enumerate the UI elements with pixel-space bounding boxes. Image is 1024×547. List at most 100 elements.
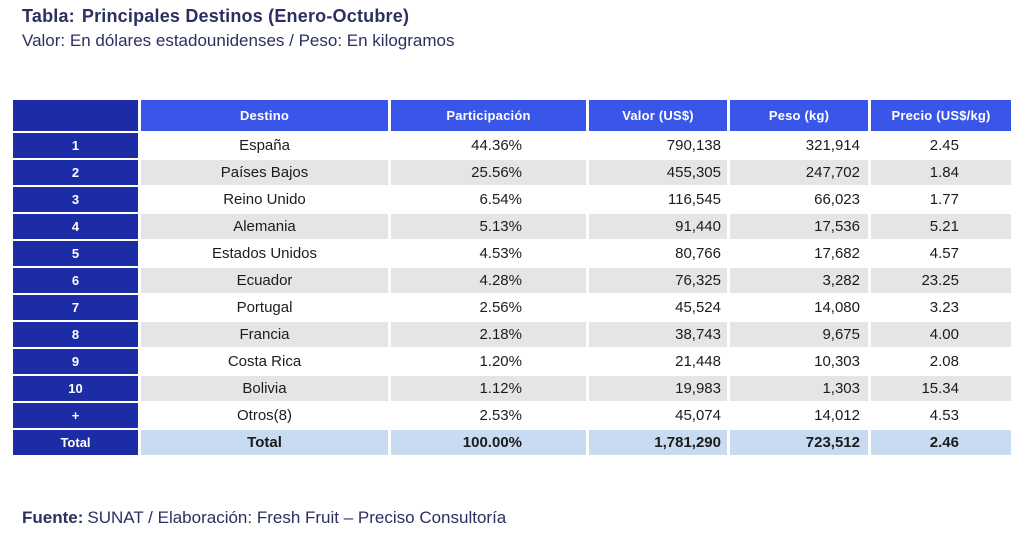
cell-valor: 21,448 [589, 349, 727, 374]
cell-valor: 45,074 [589, 403, 727, 428]
title-label: Tabla: [22, 6, 75, 26]
cell-rank: 4 [13, 214, 138, 239]
cell-participacion: 1.12% [391, 376, 586, 401]
cell-rank: 5 [13, 241, 138, 266]
cell-participacion: 6.54% [391, 187, 586, 212]
cell-destino: Total [141, 430, 388, 455]
col-header-participacion: Participación [391, 100, 586, 131]
cell-peso: 321,914 [730, 133, 868, 158]
page-subtitle: Valor: En dólares estadounidenses / Peso… [22, 31, 455, 50]
cell-rank: 6 [13, 268, 138, 293]
cell-valor: 1,781,290 [589, 430, 727, 455]
source-label: Fuente: [22, 508, 84, 527]
cell-destino: España [141, 133, 388, 158]
cell-peso: 1,303 [730, 376, 868, 401]
cell-participacion: 5.13% [391, 214, 586, 239]
cell-destino: Ecuador [141, 268, 388, 293]
cell-participacion: 4.53% [391, 241, 586, 266]
cell-valor: 80,766 [589, 241, 727, 266]
cell-peso: 14,080 [730, 295, 868, 320]
cell-peso: 3,282 [730, 268, 868, 293]
cell-rank: 8 [13, 322, 138, 347]
cell-valor: 76,325 [589, 268, 727, 293]
cell-participacion: 2.18% [391, 322, 586, 347]
table-row: 10 Bolivia 1.12% 19,983 1,303 15.34 [13, 376, 1011, 401]
table-row: 6 Ecuador 4.28% 76,325 3,282 23.25 [13, 268, 1011, 293]
cell-participacion: 2.56% [391, 295, 586, 320]
cell-valor: 116,545 [589, 187, 727, 212]
table-row: 8 Francia 2.18% 38,743 9,675 4.00 [13, 322, 1011, 347]
cell-rank: 1 [13, 133, 138, 158]
cell-participacion: 1.20% [391, 349, 586, 374]
source-note: Fuente: SUNAT / Elaboración: Fresh Fruit … [22, 508, 506, 528]
source-text: SUNAT / Elaboración: Fresh Fruit – Preci… [87, 508, 507, 527]
corner-cell [13, 100, 138, 131]
cell-valor: 19,983 [589, 376, 727, 401]
col-header-peso: Peso (kg) [730, 100, 868, 131]
table-row: 5 Estados Unidos 4.53% 80,766 17,682 4.57 [13, 241, 1011, 266]
cell-peso: 17,682 [730, 241, 868, 266]
cell-peso: 9,675 [730, 322, 868, 347]
cell-valor: 790,138 [589, 133, 727, 158]
table-row: 9 Costa Rica 1.20% 21,448 10,303 2.08 [13, 349, 1011, 374]
cell-destino: Estados Unidos [141, 241, 388, 266]
cell-precio: 15.34 [871, 376, 1011, 401]
cell-valor: 91,440 [589, 214, 727, 239]
cell-destino: Bolivia [141, 376, 388, 401]
title-block: Tabla: Principales Destinos (Enero-Octubr… [22, 6, 455, 51]
cell-peso: 17,536 [730, 214, 868, 239]
cell-peso: 247,702 [730, 160, 868, 185]
cell-participacion: 25.56% [391, 160, 586, 185]
cell-precio: 2.46 [871, 430, 1011, 455]
cell-precio: 3.23 [871, 295, 1011, 320]
cell-participacion: 4.28% [391, 268, 586, 293]
col-header-destino: Destino [141, 100, 388, 131]
cell-rank: Total [13, 430, 138, 455]
cell-destino: Alemania [141, 214, 388, 239]
cell-rank: 10 [13, 376, 138, 401]
cell-destino: Francia [141, 322, 388, 347]
table-row: 2 Países Bajos 25.56% 455,305 247,702 1.84 [13, 160, 1011, 185]
cell-rank: 7 [13, 295, 138, 320]
cell-precio: 23.25 [871, 268, 1011, 293]
col-header-valor: Valor (US$) [589, 100, 727, 131]
cell-destino: Reino Unido [141, 187, 388, 212]
total-row: Total Total 100.00% 1,781,290 723,512 2.46 [13, 430, 1011, 455]
cell-rank: 9 [13, 349, 138, 374]
cell-destino: Portugal [141, 295, 388, 320]
table-row: 1 España 44.36% 790,138 321,914 2.45 [13, 133, 1011, 158]
header-row: Destino Participación Valor (US$) Peso (… [13, 100, 1011, 131]
cell-destino: Otros(8) [141, 403, 388, 428]
cell-valor: 38,743 [589, 322, 727, 347]
cell-precio: 1.77 [871, 187, 1011, 212]
table-header: Destino Participación Valor (US$) Peso (… [13, 100, 1011, 131]
cell-precio: 4.53 [871, 403, 1011, 428]
cell-valor: 45,524 [589, 295, 727, 320]
cell-precio: 2.45 [871, 133, 1011, 158]
table-row: 4 Alemania 5.13% 91,440 17,536 5.21 [13, 214, 1011, 239]
cell-peso: 14,012 [730, 403, 868, 428]
cell-peso: 10,303 [730, 349, 868, 374]
page-title: Tabla: Principales Destinos (Enero-Octubr… [22, 6, 455, 27]
cell-valor: 455,305 [589, 160, 727, 185]
cell-peso: 66,023 [730, 187, 868, 212]
cell-peso: 723,512 [730, 430, 868, 455]
table-row: 7 Portugal 2.56% 45,524 14,080 3.23 [13, 295, 1011, 320]
col-header-precio: Precio (US$/kg) [871, 100, 1011, 131]
table-body: 1 España 44.36% 790,138 321,914 2.45 2 Países B… [13, 133, 1011, 455]
cell-rank: + [13, 403, 138, 428]
table-row: 3 Reino Unido 6.54% 116,545 66,023 1.77 [13, 187, 1011, 212]
title-text: Principales Destinos (Enero-Octubre) [81, 6, 410, 26]
destinations-table: Destino Participación Valor (US$) Peso (… [10, 98, 1014, 457]
cell-participacion: 2.53% [391, 403, 586, 428]
cell-precio: 2.08 [871, 349, 1011, 374]
cell-participacion: 100.00% [391, 430, 586, 455]
table-row: + Otros(8) 2.53% 45,074 14,012 4.53 [13, 403, 1011, 428]
cell-precio: 4.00 [871, 322, 1011, 347]
cell-participacion: 44.36% [391, 133, 586, 158]
cell-rank: 2 [13, 160, 138, 185]
cell-precio: 4.57 [871, 241, 1011, 266]
cell-precio: 5.21 [871, 214, 1011, 239]
cell-rank: 3 [13, 187, 138, 212]
cell-destino: Países Bajos [141, 160, 388, 185]
